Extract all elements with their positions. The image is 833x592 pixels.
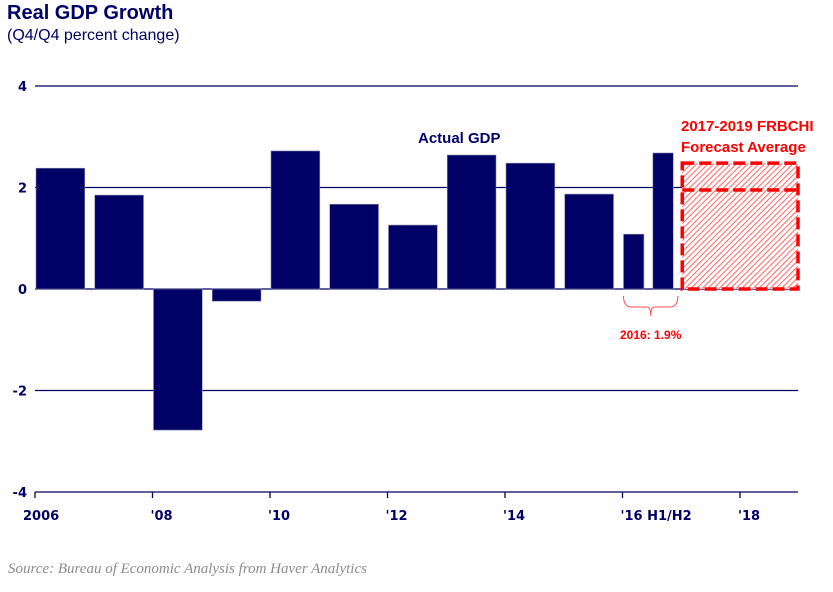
bar-2008 xyxy=(153,288,203,431)
chart-title: Real GDP Growth xyxy=(7,2,174,24)
bar-2015 xyxy=(564,193,614,290)
bar-2010 xyxy=(270,150,321,290)
x-tick-label: '16 H1/H2 xyxy=(621,509,692,524)
annotation-2016-average: 2016: 1.9% xyxy=(620,328,682,342)
y-tick-label: -2 xyxy=(13,385,27,400)
x-tick-label: '12 xyxy=(386,509,408,524)
forecast-hatch-fill xyxy=(682,163,798,289)
x-tick-label: '14 xyxy=(503,509,525,524)
forecast-label-line1: 2017-2019 FRBCHI xyxy=(681,118,814,135)
y-tick-label: -4 xyxy=(13,486,27,501)
x-tick-label: '18 xyxy=(738,509,760,524)
forecast-label-line2: Forecast Average xyxy=(681,139,806,156)
y-tick-label: 0 xyxy=(18,283,27,298)
x-tick-label: '10 xyxy=(268,509,290,524)
actual-gdp-label: Actual GDP xyxy=(418,130,501,147)
x-axis xyxy=(34,491,798,498)
bar-2006 xyxy=(35,167,86,290)
y-tick-label: 4 xyxy=(18,80,27,95)
bar-2016-h2 xyxy=(652,152,674,290)
bar-2011 xyxy=(329,203,379,290)
y-tick-label: 2 xyxy=(18,182,27,197)
bracket-2016 xyxy=(623,295,679,317)
forecast-range xyxy=(680,161,800,291)
bar-2014 xyxy=(505,162,556,290)
x-tick-label: 2006 xyxy=(23,509,59,524)
bar-2013 xyxy=(446,154,497,290)
tick-labels: 4 2 0 -2 -4 2006 '08 '10 '12 '14 '16 H1/H2 '18 xyxy=(13,80,761,524)
forecast-range-border xyxy=(680,161,800,291)
bar-2009 xyxy=(211,288,262,302)
annotations: Actual GDP 2017-2019 FRBCHI Forecast Avera… xyxy=(418,118,814,342)
bar-2007 xyxy=(94,194,144,290)
bar-2016-h1 xyxy=(623,233,645,290)
chart-subtitle: (Q4/Q4 percent change) xyxy=(7,27,180,44)
bar-2012 xyxy=(388,224,438,290)
bars xyxy=(35,150,674,431)
source-note: Source: Bureau of Economic Analysis from… xyxy=(8,561,367,577)
x-tick-label: '08 xyxy=(151,509,173,524)
